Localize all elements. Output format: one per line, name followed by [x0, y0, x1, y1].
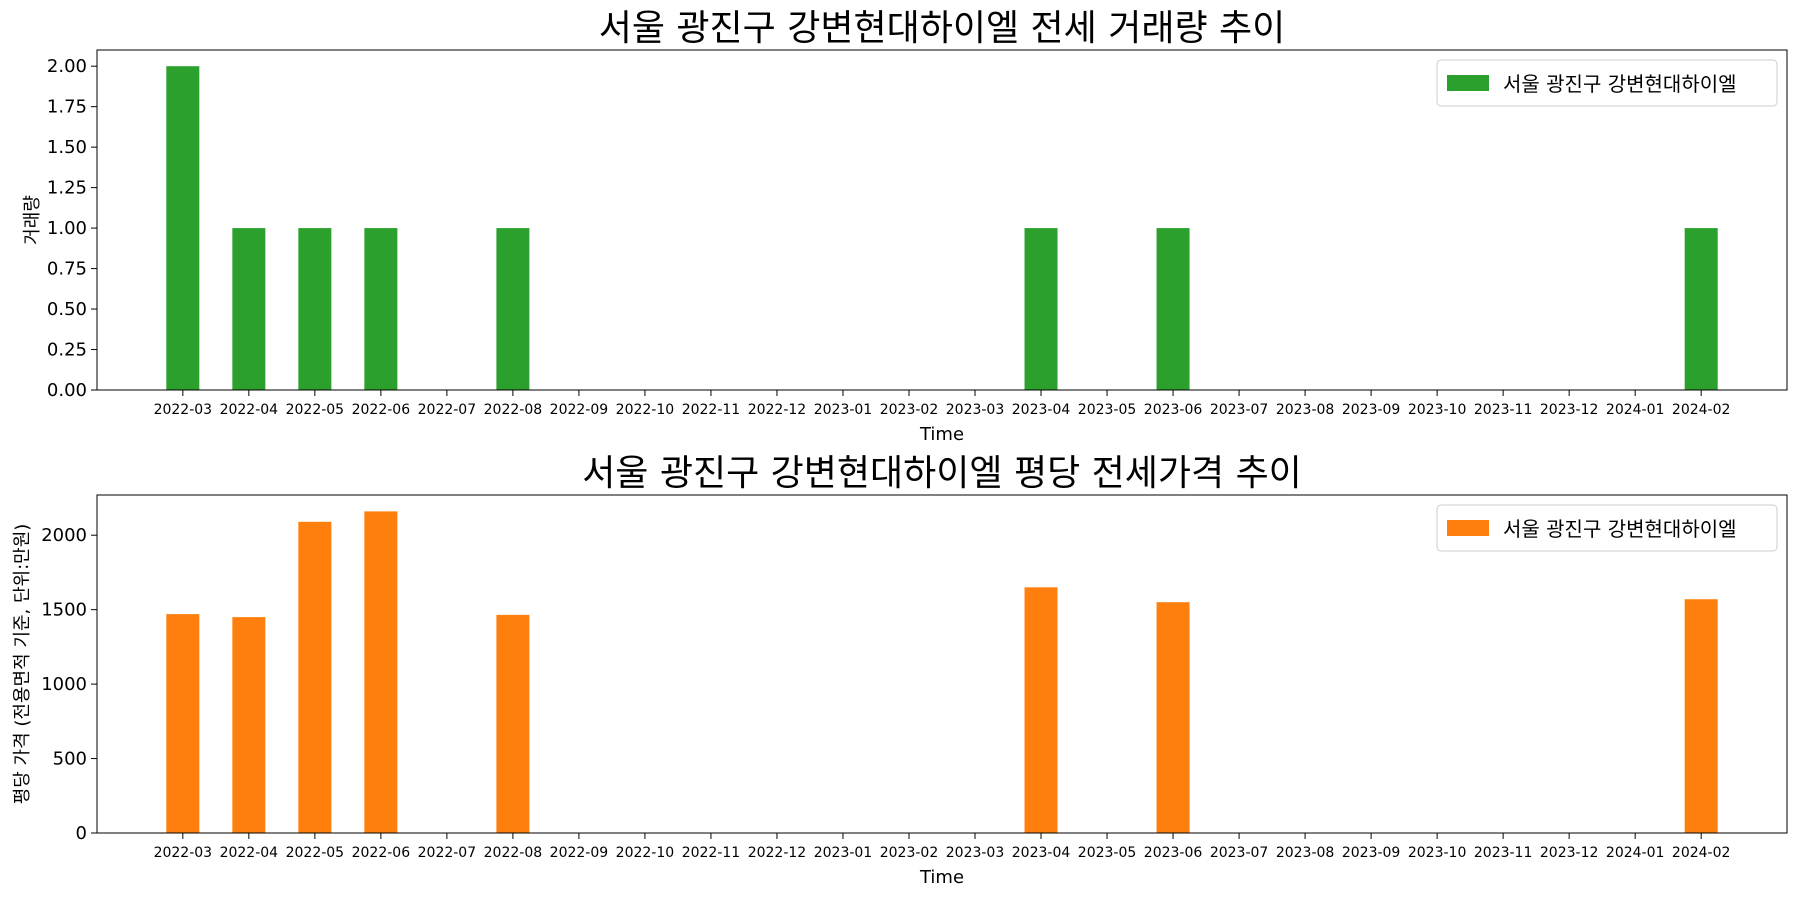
y-tick-label: 1500 [41, 600, 87, 621]
y-axis-label: 거래량 [22, 195, 43, 245]
x-tick-label: 2024-01 [1606, 402, 1665, 418]
bar-2022-04 [232, 228, 266, 390]
x-tick-label: 2024-02 [1672, 402, 1731, 418]
bar-2024-02 [1684, 228, 1718, 390]
x-tick-label: 2022-12 [748, 845, 807, 861]
x-tick-label: 2023-03 [946, 402, 1005, 418]
x-tick-label: 2023-01 [814, 402, 873, 418]
y-tick-label: 0 [76, 823, 87, 844]
x-tick-label: 2023-10 [1408, 402, 1467, 418]
x-tick-label: 2022-11 [682, 845, 741, 861]
bar-2023-06 [1156, 228, 1190, 390]
y-tick-label: 1.75 [47, 97, 87, 118]
x-tick-label: 2022-04 [220, 402, 279, 418]
bar-2023-06 [1156, 602, 1190, 833]
legend-label: 서울 광진구 강변현대하이엘 [1503, 517, 1737, 541]
x-axis-label: Time [919, 424, 964, 445]
x-tick-label: 2023-03 [946, 845, 1005, 861]
y-axis-label: 평당 가격 (전용면적 기준, 단위:만원) [12, 524, 33, 805]
x-tick-label: 2022-09 [550, 845, 609, 861]
x-tick-label: 2023-02 [880, 845, 939, 861]
bar-2022-03 [166, 614, 200, 833]
bar-2022-08 [496, 228, 530, 390]
x-tick-label: 2022-09 [550, 402, 609, 418]
y-tick-label: 1000 [41, 674, 87, 695]
x-tick-label: 2022-08 [484, 845, 543, 861]
x-tick-label: 2022-10 [616, 845, 675, 861]
legend-box [1436, 504, 1778, 552]
legend-box [1436, 59, 1778, 107]
x-tick-label: 2023-08 [1276, 845, 1335, 861]
x-tick-label: 2022-07 [418, 402, 477, 418]
bar-2022-08 [496, 614, 530, 833]
x-tick-label: 2023-12 [1540, 402, 1599, 418]
x-tick-label: 2023-05 [1078, 845, 1137, 861]
x-tick-label: 2023-11 [1474, 845, 1533, 861]
legend-label: 서울 광진구 강변현대하이엘 [1503, 72, 1737, 96]
x-tick-label: 2024-01 [1606, 845, 1665, 861]
y-tick-label: 0.25 [47, 340, 87, 361]
legend-swatch [1447, 75, 1489, 91]
bar-2022-06 [364, 511, 398, 833]
x-tick-label: 2022-07 [418, 845, 477, 861]
y-tick-label: 2.00 [47, 56, 87, 77]
x-tick-label: 2022-04 [220, 845, 279, 861]
x-axis-label: Time [919, 867, 964, 888]
y-tick-label: 1.00 [47, 218, 87, 239]
plot-frame [96, 494, 1788, 834]
bar-2022-03 [166, 66, 200, 390]
x-tick-label: 2023-09 [1342, 845, 1401, 861]
x-tick-label: 2022-12 [748, 402, 807, 418]
x-tick-label: 2023-07 [1210, 402, 1269, 418]
chart-title: 서울 광진구 강변현대하이엘 평당 전세가격 추이 [582, 453, 1302, 494]
x-tick-label: 2022-03 [154, 402, 213, 418]
chart-panel-1: 서울 광진구 강변현대하이엘 전세 거래량 추이 0.00 0.25 0.50 0.75… [22, 8, 1788, 445]
x-tick-label: 2022-10 [616, 402, 675, 418]
legend-swatch [1447, 520, 1489, 536]
legend: 서울 광진구 강변현대하이엘 [1436, 59, 1778, 107]
x-tick-label: 2022-03 [154, 845, 213, 861]
x-tick-label: 2022-05 [286, 402, 345, 418]
y-tick-label: 1.50 [47, 137, 87, 158]
y-tick-label: 2000 [41, 525, 87, 546]
bar-2024-02 [1684, 599, 1718, 833]
x-tick-label: 2023-02 [880, 402, 939, 418]
x-tick-label: 2023-01 [814, 845, 873, 861]
bar-2023-04 [1024, 228, 1058, 390]
x-tick-label: 2023-04 [1012, 845, 1071, 861]
x-tick-label: 2022-11 [682, 402, 741, 418]
x-tick-label: 2023-06 [1144, 402, 1203, 418]
x-tick-label: 2022-08 [484, 402, 543, 418]
y-tick-label: 500 [53, 749, 87, 770]
plot-frame [96, 49, 1788, 391]
y-tick-label: 0.75 [47, 259, 87, 280]
bar-2022-05 [298, 521, 332, 833]
bar-2022-06 [364, 228, 398, 390]
x-tick-label: 2023-11 [1474, 402, 1533, 418]
x-tick-label: 2023-07 [1210, 845, 1269, 861]
bar-2022-05 [298, 228, 332, 390]
x-tick-label: 2023-08 [1276, 402, 1335, 418]
x-tick-label: 2023-04 [1012, 402, 1071, 418]
x-tick-label: 2022-06 [352, 402, 411, 418]
x-tick-label: 2023-09 [1342, 402, 1401, 418]
bar-2022-04 [232, 617, 266, 833]
y-tick-label: 0.50 [47, 299, 87, 320]
x-tick-label: 2022-06 [352, 845, 411, 861]
x-tick-label: 2023-12 [1540, 845, 1599, 861]
bar-2023-04 [1024, 587, 1058, 833]
x-tick-label: 2023-10 [1408, 845, 1467, 861]
x-tick-label: 2023-05 [1078, 402, 1137, 418]
legend: 서울 광진구 강변현대하이엘 [1436, 504, 1778, 552]
chart-panel-2: 서울 광진구 강변현대하이엘 평당 전세가격 추이 0 500 1000 1500 200… [12, 453, 1788, 888]
y-tick-label: 0.00 [47, 380, 87, 401]
y-tick-label: 1.25 [47, 178, 87, 199]
x-tick-label: 2023-06 [1144, 845, 1203, 861]
chart-title: 서울 광진구 강변현대하이엘 전세 거래량 추이 [599, 8, 1286, 49]
x-tick-label: 2024-02 [1672, 845, 1731, 861]
x-tick-label: 2022-05 [286, 845, 345, 861]
